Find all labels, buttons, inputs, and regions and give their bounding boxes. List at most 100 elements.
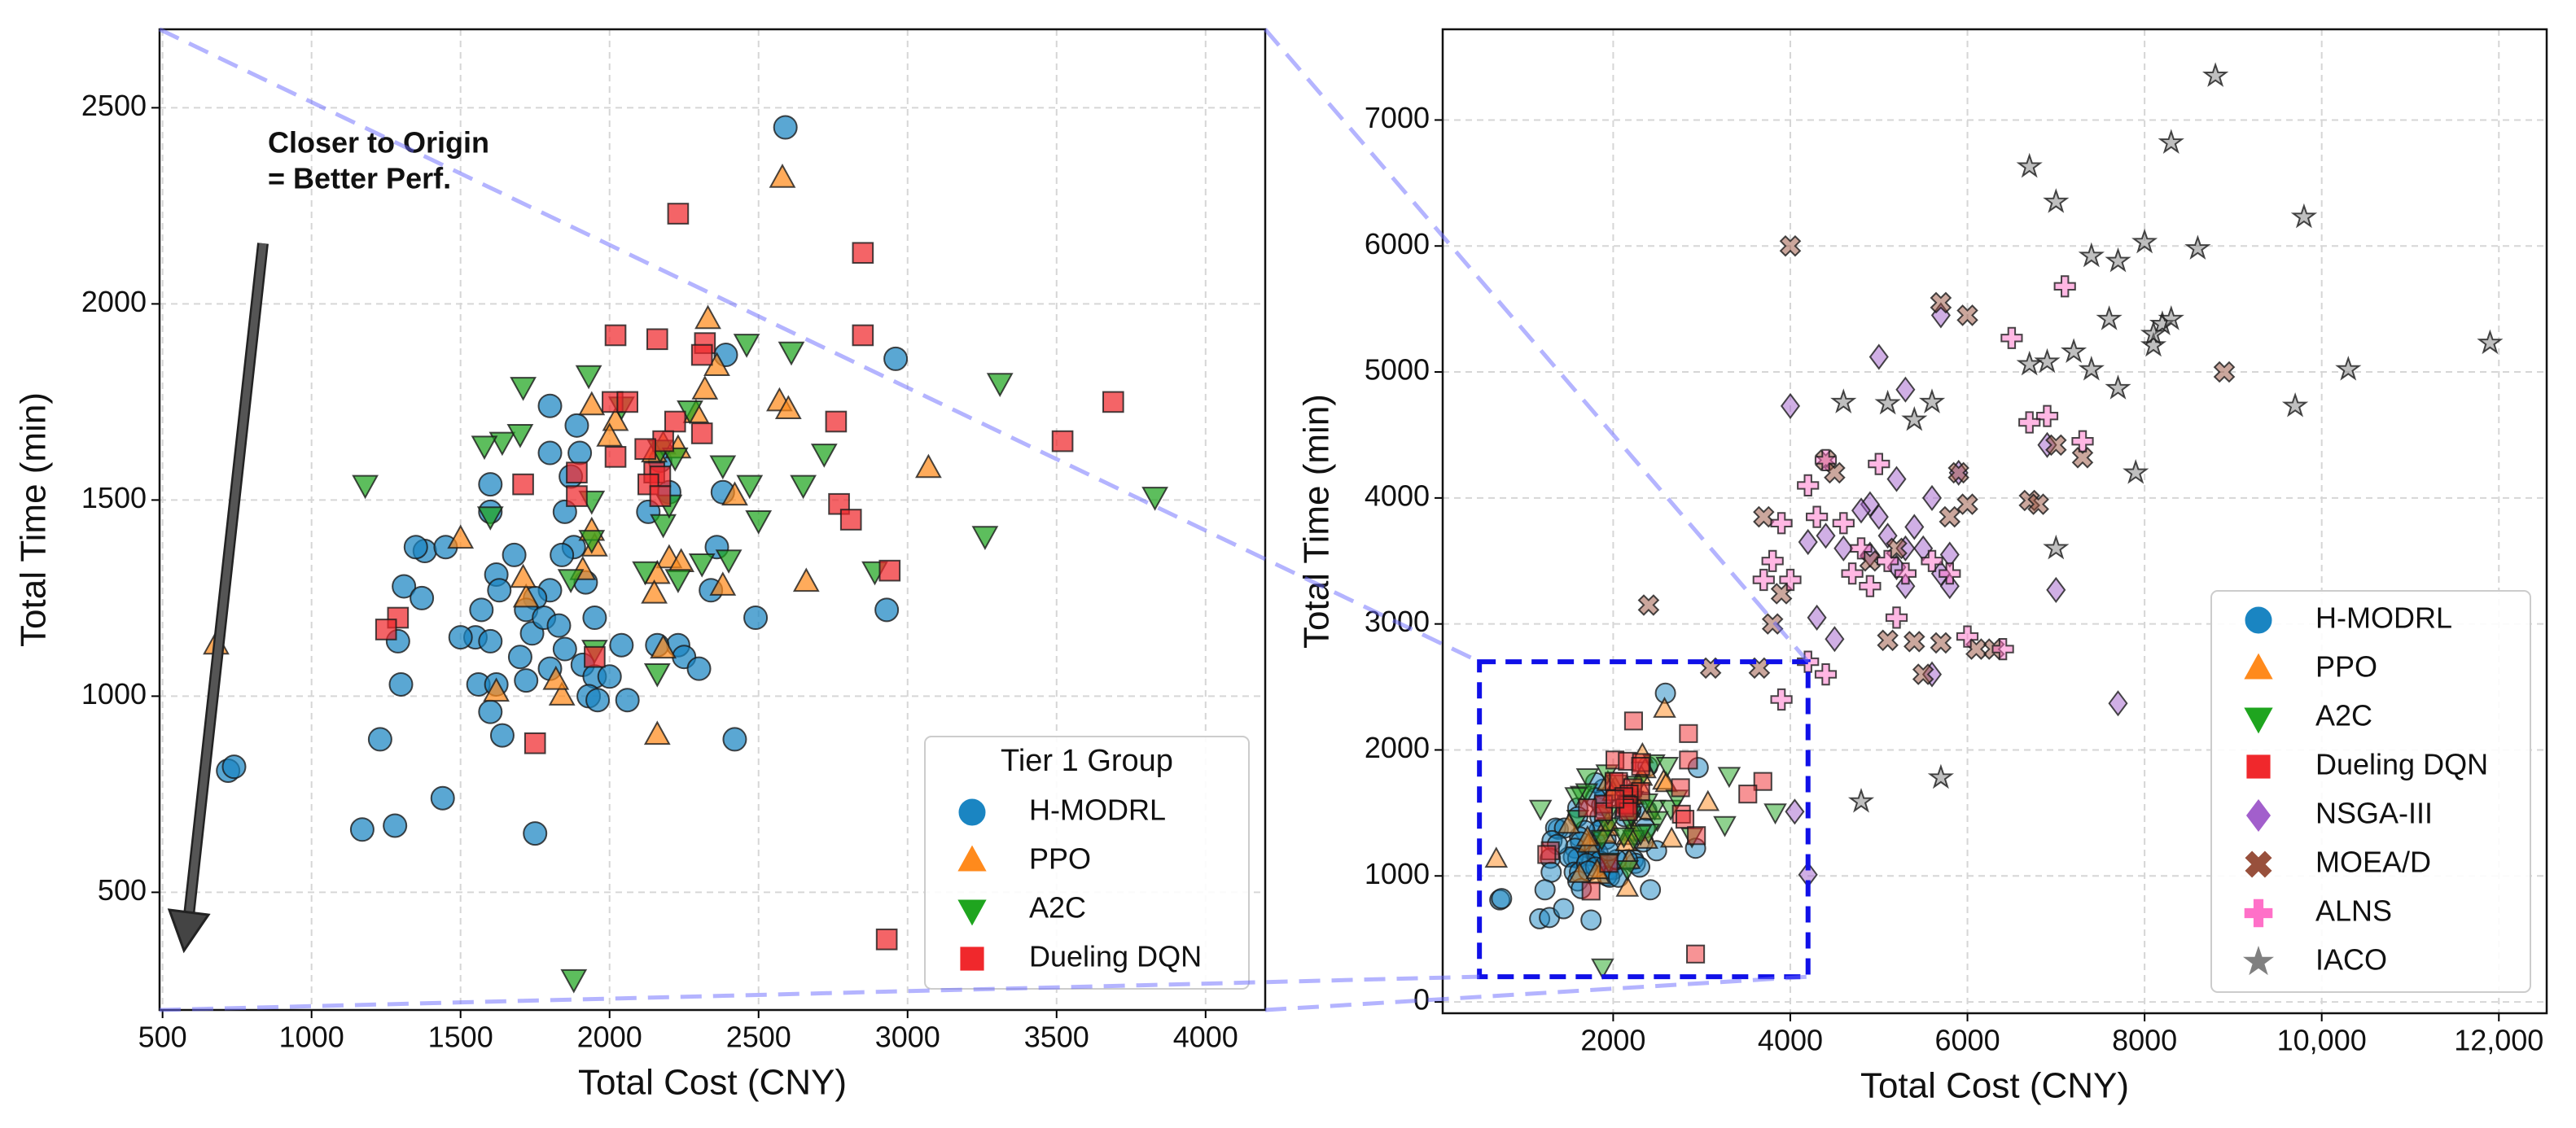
point [1956, 625, 1979, 648]
point [1877, 549, 1899, 572]
point [652, 430, 674, 453]
point [2290, 203, 2318, 229]
point [1753, 505, 1775, 528]
point [646, 328, 668, 351]
point [1874, 389, 1901, 415]
point [649, 485, 672, 507]
point [690, 343, 713, 366]
point [578, 391, 606, 416]
point [367, 727, 392, 752]
point [476, 506, 504, 531]
point [1581, 881, 1601, 901]
point [1886, 466, 1907, 492]
point [2335, 356, 2362, 381]
point [1930, 291, 1952, 314]
point [634, 438, 656, 461]
legend-label: PPO [2315, 650, 2377, 684]
point [1770, 512, 1793, 535]
point [1956, 304, 1978, 326]
point [597, 664, 622, 689]
point [2078, 356, 2105, 381]
point [1833, 535, 1854, 562]
point [1567, 861, 1592, 883]
point [1832, 512, 1855, 535]
legend-marker [2245, 798, 2272, 833]
point [2071, 430, 2094, 453]
point [2140, 320, 2167, 346]
plot-frame [158, 28, 1267, 1012]
legend-marker [2245, 606, 2272, 634]
point [2123, 458, 2149, 484]
point [971, 526, 999, 550]
point [2035, 404, 2059, 427]
point [883, 346, 909, 371]
point [852, 324, 874, 347]
point [1628, 824, 1653, 846]
point [1623, 711, 1643, 731]
point [1868, 343, 1889, 370]
point [2027, 493, 2049, 515]
point [2043, 188, 2070, 213]
x-tick-label: 1500 [428, 1021, 493, 1054]
point [557, 569, 585, 593]
y-tick-label: 7000 [1365, 101, 1430, 134]
point [2477, 329, 2504, 355]
point [1141, 487, 1168, 511]
point [2045, 434, 2067, 457]
point [2053, 275, 2076, 298]
point [1615, 875, 1640, 897]
point [722, 727, 747, 752]
point [383, 813, 408, 838]
point [1679, 750, 1698, 770]
y-tick-label: 1000 [81, 677, 147, 710]
point [825, 410, 848, 433]
point [1645, 811, 1670, 833]
point [2108, 690, 2128, 717]
point [643, 663, 671, 688]
point [1679, 724, 1698, 743]
legend: Tier 1 Group H-MODRL PPO A2C Dueling DQN [924, 736, 1250, 990]
point [1780, 392, 1801, 419]
point [743, 606, 769, 630]
zoom-connector [159, 974, 1480, 1012]
point [2000, 326, 2023, 349]
y-tick-label: 5000 [1365, 353, 1430, 387]
point [915, 453, 942, 479]
point [667, 203, 690, 225]
point [1578, 798, 1597, 818]
point [1806, 505, 1829, 528]
point [874, 597, 900, 623]
point [582, 606, 607, 630]
point [478, 699, 503, 724]
point [661, 447, 689, 472]
point [632, 561, 659, 586]
point [430, 785, 455, 811]
point [487, 578, 512, 603]
point [1797, 474, 1820, 496]
point [1051, 430, 1074, 453]
x-tick-label: 3500 [1024, 1021, 1089, 1054]
point [2131, 228, 2158, 254]
x-tick-label: 500 [138, 1021, 187, 1054]
y-axis-label: Total Time (min) [14, 392, 54, 647]
annotation: = Better Perf. [268, 162, 451, 195]
point [560, 968, 588, 994]
point [1851, 497, 1872, 524]
point [1606, 789, 1625, 809]
point [1696, 789, 1720, 811]
point [1779, 568, 1802, 592]
point [690, 422, 713, 444]
point [471, 435, 498, 461]
point [2158, 305, 2184, 330]
points [203, 115, 1168, 994]
point [1637, 594, 1660, 616]
point [510, 563, 537, 588]
point [575, 365, 602, 390]
point [1675, 810, 1695, 829]
x-tick-label: 1000 [279, 1021, 344, 1054]
point [1553, 898, 1575, 920]
point [773, 115, 798, 140]
legend-label: Dueling DQN [1029, 940, 1202, 973]
point [852, 242, 874, 265]
point [403, 535, 428, 560]
